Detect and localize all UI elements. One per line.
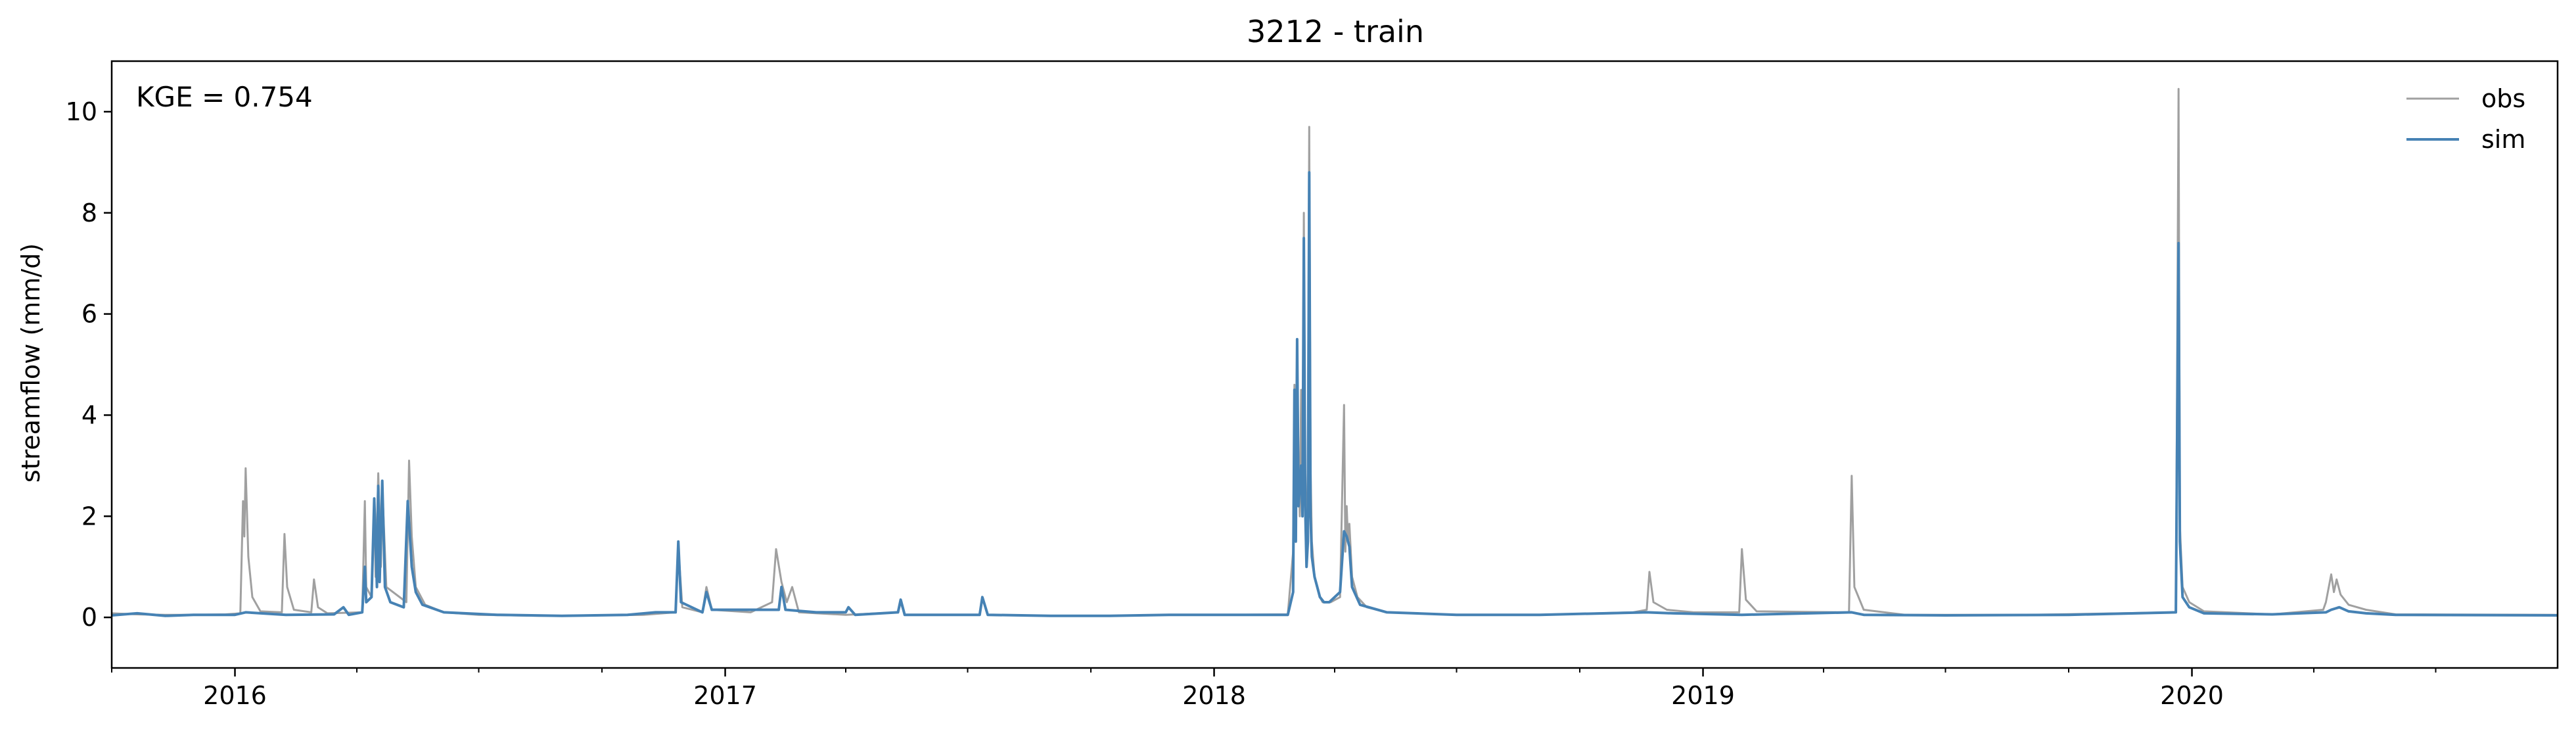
y-tick-label: 10 xyxy=(66,97,97,126)
x-tick-label: 2016 xyxy=(203,681,267,710)
series-layer xyxy=(112,87,2558,617)
legend-label-obs: obs xyxy=(2481,84,2525,113)
y-tick-label: 0 xyxy=(81,603,97,632)
legend: obs sim xyxy=(2406,84,2525,154)
y-axis-label: streamflow (mm/d) xyxy=(16,243,45,483)
y-tick-label: 4 xyxy=(81,400,97,429)
x-tick-label: 2018 xyxy=(1182,681,1246,710)
x-tick-label: 2017 xyxy=(693,681,757,710)
kge-annotation: KGE = 0.754 xyxy=(136,81,313,113)
y-axis-ticks: 0 2 4 6 8 10 xyxy=(66,97,112,632)
chart-title: 3212 - train xyxy=(1247,14,1424,49)
x-tick-label: 2020 xyxy=(2160,681,2224,710)
x-tick-label: 2019 xyxy=(1671,681,1735,710)
y-tick-label: 2 xyxy=(81,502,97,531)
y-tick-label: 8 xyxy=(81,199,97,227)
x-axis-ticks: 2016 2017 2018 2019 2020 xyxy=(111,668,2437,710)
series-line-sim xyxy=(112,171,2558,617)
legend-label-sim: sim xyxy=(2481,125,2525,154)
y-tick-label: 6 xyxy=(81,300,97,329)
